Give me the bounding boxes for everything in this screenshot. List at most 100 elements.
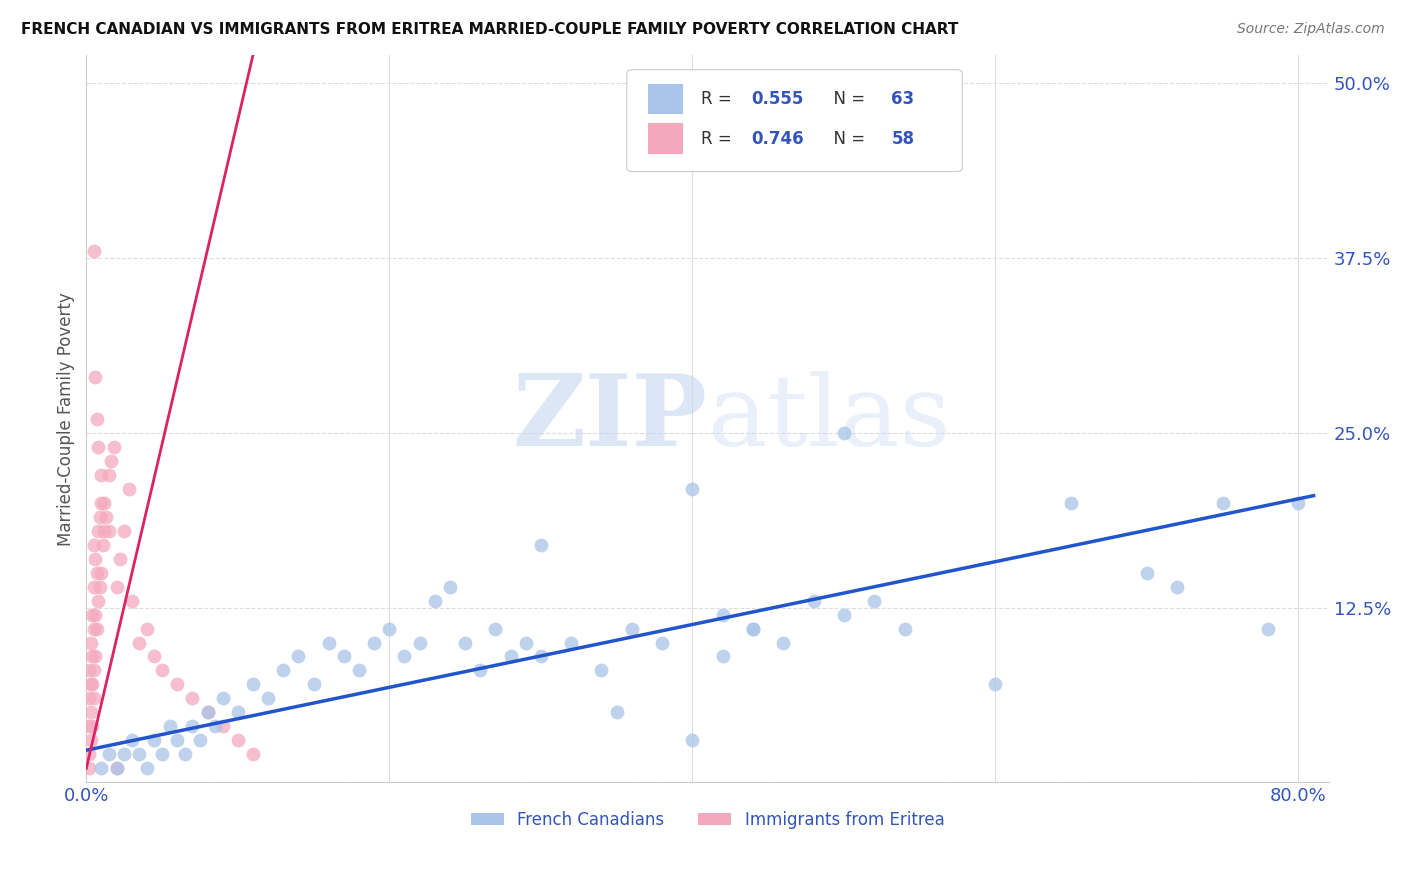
Point	[90, 496, 112, 510]
Point	[94, 509, 117, 524]
Point	[150, 664, 173, 678]
Point	[408, 635, 430, 649]
Point	[499, 649, 522, 664]
Point	[83, 580, 105, 594]
Point	[79, 691, 101, 706]
Point	[711, 649, 734, 664]
Point	[832, 607, 855, 622]
Text: R =: R =	[702, 129, 737, 148]
Point	[181, 719, 204, 733]
Point	[112, 747, 135, 762]
Point	[530, 649, 553, 664]
Point	[98, 524, 121, 538]
Point	[560, 635, 582, 649]
Point	[257, 691, 280, 706]
Point	[1136, 566, 1159, 580]
Text: N =: N =	[823, 90, 870, 108]
Point	[1257, 622, 1279, 636]
Point	[90, 566, 112, 580]
Point	[347, 664, 370, 678]
Point	[803, 593, 825, 607]
Point	[470, 664, 492, 678]
Point	[112, 524, 135, 538]
Point	[606, 706, 628, 720]
Point	[82, 649, 104, 664]
Point	[159, 719, 181, 733]
Point	[515, 635, 537, 649]
Point	[89, 509, 111, 524]
Point	[302, 677, 325, 691]
Point	[394, 649, 416, 664]
Point	[211, 719, 233, 733]
Point	[742, 622, 765, 636]
Point	[439, 580, 461, 594]
Point	[90, 761, 112, 775]
Point	[181, 691, 204, 706]
Point	[242, 677, 264, 691]
Point	[984, 677, 1007, 691]
Point	[80, 733, 103, 747]
Point	[197, 706, 219, 720]
Text: Source: ZipAtlas.com: Source: ZipAtlas.com	[1237, 22, 1385, 37]
Point	[484, 622, 506, 636]
Text: N =: N =	[823, 129, 870, 148]
Point	[80, 635, 103, 649]
Point	[681, 733, 703, 747]
Point	[333, 649, 356, 664]
Point	[863, 593, 886, 607]
Text: 0.746: 0.746	[751, 129, 804, 148]
Point	[105, 580, 128, 594]
Point	[1288, 496, 1310, 510]
Point	[128, 747, 150, 762]
Point	[105, 761, 128, 775]
Point	[135, 761, 157, 775]
Point	[86, 411, 108, 425]
Point	[79, 719, 101, 733]
Point	[86, 566, 108, 580]
Point	[742, 622, 765, 636]
Point	[83, 538, 105, 552]
Point	[591, 664, 613, 678]
Text: atlas: atlas	[707, 371, 950, 467]
Point	[87, 440, 110, 454]
Text: FRENCH CANADIAN VS IMMIGRANTS FROM ERITREA MARRIED-COUPLE FAMILY POVERTY CORRELA: FRENCH CANADIAN VS IMMIGRANTS FROM ERITR…	[21, 22, 959, 37]
Point	[98, 747, 121, 762]
Point	[83, 691, 105, 706]
Point	[832, 425, 855, 440]
Point	[87, 593, 110, 607]
Point	[79, 747, 101, 762]
Text: 0.555: 0.555	[751, 90, 803, 108]
Bar	[648, 123, 683, 154]
Point	[93, 524, 115, 538]
Point	[103, 440, 125, 454]
Y-axis label: Married-Couple Family Poverty: Married-Couple Family Poverty	[58, 292, 75, 546]
Point	[121, 733, 143, 747]
Text: ZIP: ZIP	[513, 370, 707, 467]
Point	[1166, 580, 1188, 594]
Point	[150, 747, 173, 762]
Point	[211, 691, 233, 706]
Point	[86, 622, 108, 636]
Point	[121, 593, 143, 607]
Point	[98, 467, 121, 482]
Point	[89, 580, 111, 594]
Point	[271, 664, 294, 678]
Point	[378, 622, 401, 636]
Point	[91, 538, 114, 552]
Text: 63: 63	[891, 90, 914, 108]
Point	[772, 635, 794, 649]
Point	[80, 706, 103, 720]
Point	[83, 622, 105, 636]
Legend: French Canadians, Immigrants from Eritrea: French Canadians, Immigrants from Eritre…	[464, 805, 950, 836]
Point	[893, 622, 915, 636]
Point	[363, 635, 385, 649]
Point	[108, 551, 131, 566]
Point	[84, 649, 107, 664]
Point	[530, 538, 553, 552]
Point	[82, 719, 104, 733]
Point	[83, 664, 105, 678]
Point	[135, 622, 157, 636]
Point	[287, 649, 309, 664]
Point	[80, 677, 103, 691]
Point	[82, 607, 104, 622]
